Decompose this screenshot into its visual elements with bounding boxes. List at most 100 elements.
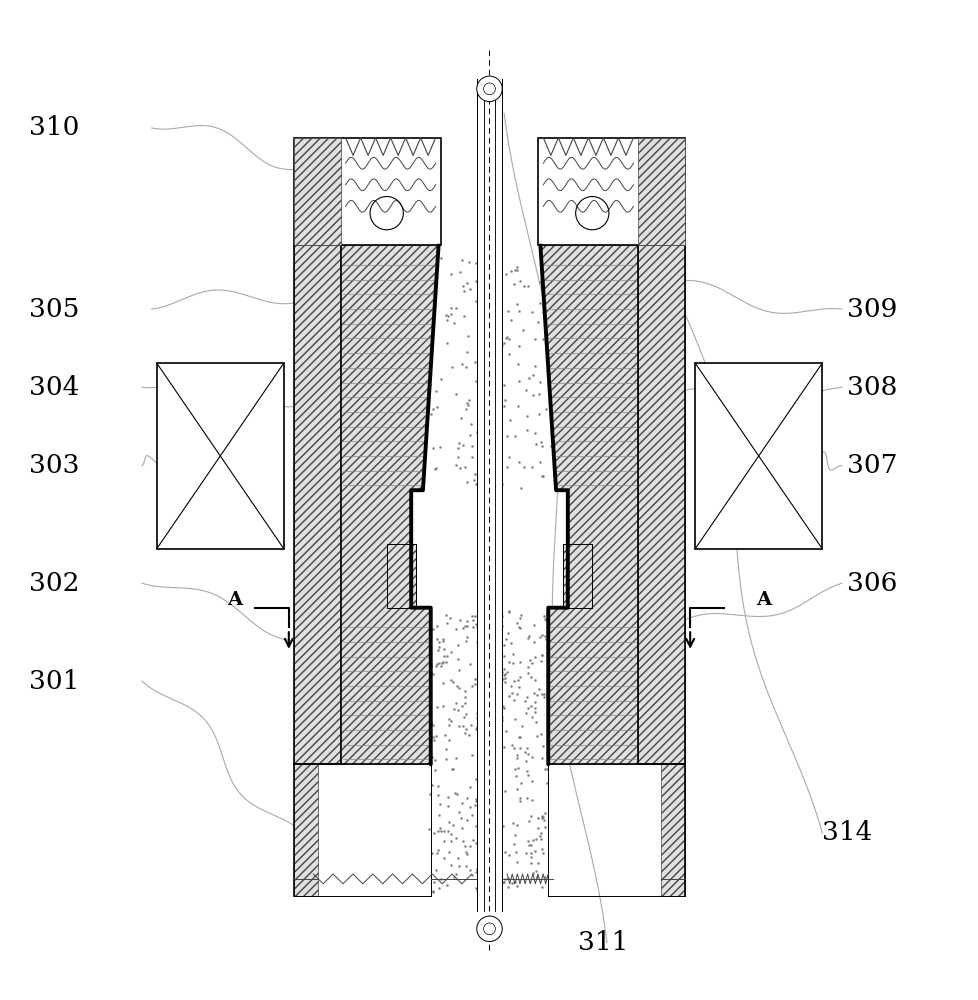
Point [472,644,488,660]
Point [479,748,495,764]
Point [468,705,484,721]
Point [478,667,494,683]
Point [533,434,549,450]
Point [429,787,445,803]
Point [468,721,484,737]
Point [481,649,497,665]
Point [515,459,531,475]
Point [490,655,506,671]
Text: 307: 307 [846,453,897,478]
Point [453,810,468,826]
Point [479,440,495,456]
Point [461,727,476,743]
Point [492,733,508,749]
Point [434,633,450,649]
Point [510,672,525,688]
Point [478,659,494,675]
Point [481,458,497,474]
Point [543,438,558,454]
Point [528,831,544,847]
Point [479,359,495,375]
Point [525,617,541,633]
Point [492,450,508,466]
Point [482,727,498,743]
Point [464,438,479,454]
Point [519,763,535,779]
Point [462,838,477,854]
Point [478,603,494,619]
Point [500,688,515,704]
Point [458,359,473,375]
Point [487,835,503,851]
Point [437,741,453,757]
Point [450,637,466,653]
Point [422,377,437,393]
Point [443,300,459,316]
Point [496,844,511,860]
Point [492,652,508,668]
Point [499,459,514,475]
Point [493,839,509,855]
Point [534,686,550,702]
Point [528,728,544,744]
Point [472,835,488,851]
Point [431,634,447,650]
Point [493,753,509,769]
Point [517,382,533,398]
Point [440,814,456,830]
Point [467,864,483,880]
Point [449,678,465,694]
Point [473,692,489,708]
Point [481,467,497,483]
Point [487,739,503,755]
Point [467,835,483,851]
Point [484,762,500,778]
Point [496,637,511,653]
Point [472,623,488,639]
Point [487,683,503,699]
Point [498,266,513,282]
Text: 314: 314 [822,820,871,845]
Point [493,476,509,492]
Point [443,306,459,322]
Point [470,317,486,333]
Point [534,468,550,484]
Point [471,729,487,745]
Point [435,648,451,664]
Point [512,273,528,289]
Point [501,412,516,428]
Point [474,283,490,299]
Point [497,783,512,799]
Point [477,425,493,441]
Point [477,865,493,881]
Point [473,330,489,346]
Point [475,823,491,839]
Point [447,866,463,882]
Point [495,667,511,683]
Point [522,698,538,714]
Point [455,437,470,453]
Point [525,634,541,650]
Point [467,880,483,896]
Text: 308: 308 [846,375,896,400]
Point [442,266,458,282]
Point [489,732,505,748]
Point [469,671,485,687]
Point [523,845,539,861]
Point [522,855,538,871]
Point [542,607,557,623]
Point [431,820,447,836]
Point [451,662,467,678]
Point [541,660,556,676]
Point [475,741,491,757]
Point [473,634,489,650]
Point [512,610,528,626]
Point [539,775,555,791]
Text: 311: 311 [577,930,627,955]
Point [488,853,504,869]
Point [478,680,494,696]
Point [520,630,536,646]
Point [442,610,458,626]
Point [475,824,491,840]
Point [484,399,500,415]
